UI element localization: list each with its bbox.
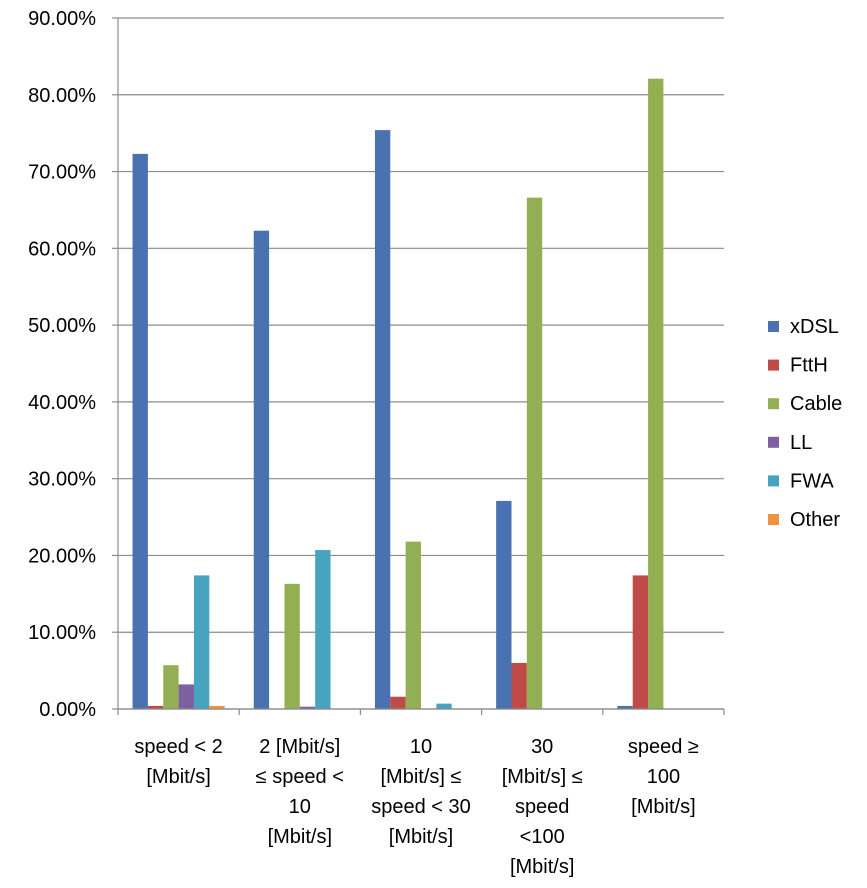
legend-label-cable: Cable [790, 393, 842, 415]
legend-swatch-ftth [768, 359, 779, 371]
x-category-label: <100 [520, 826, 565, 848]
x-category-label: [Mbit/s] ≤ [381, 766, 462, 788]
y-tick-label: 90.00% [28, 8, 96, 30]
y-tick-label: 30.00% [28, 469, 96, 491]
bar-ftth [511, 662, 527, 709]
x-category-label: speed < 2 [134, 736, 222, 758]
bar-xdsl [496, 500, 512, 709]
bar-cable [526, 197, 543, 709]
legend-swatch-fwa [768, 475, 779, 487]
bar-xdsl [374, 130, 391, 709]
bar-fwa [193, 575, 210, 709]
bar-ll [299, 706, 316, 709]
bar-xdsl [132, 153, 148, 709]
y-tick-label: 0.00% [39, 699, 96, 721]
legend-label-ll: LL [790, 432, 812, 454]
bar-fwa [315, 550, 331, 709]
x-category-label: 10 [410, 736, 432, 758]
bar-xdsl [253, 230, 270, 709]
x-category-label: speed < 30 [371, 796, 471, 818]
bar-other [209, 705, 225, 709]
x-category-label: [Mbit/s] [510, 856, 574, 878]
legend-label-other: Other [790, 509, 840, 531]
x-category-label: [Mbit/s] [631, 796, 695, 818]
x-category-label: ≤ speed < [256, 766, 344, 788]
y-tick-labels: 0.00% 10.00% 20.00% 30.00% 40.00% 50.00% 60.00… [28, 8, 96, 721]
x-category-label: 100 [647, 766, 680, 788]
legend-label-xdsl: xDSL [790, 316, 839, 338]
x-category-label: [Mbit/s] [268, 826, 332, 848]
legend-swatch-xdsl [768, 321, 779, 332]
bar-cable [163, 665, 179, 709]
legend-label-ftth: FttH [790, 355, 828, 377]
gridlines [118, 17, 724, 710]
y-tick-label: 60.00% [28, 238, 96, 260]
legend-swatch-other [768, 514, 779, 525]
bar-cable [405, 541, 421, 709]
y-tick-label: 70.00% [28, 162, 96, 184]
bar-xdsl [617, 705, 633, 709]
y-tick-label: 40.00% [28, 392, 96, 414]
y-tick-label: 80.00% [28, 85, 96, 107]
bar-cable [648, 78, 664, 710]
bar-ll [178, 684, 194, 709]
bars [132, 78, 664, 710]
legend-swatch-cable [768, 398, 779, 410]
legend-label-fwa: FWA [790, 470, 834, 492]
x-category-label: [Mbit/s] ≤ [502, 766, 583, 788]
x-category-label: speed [515, 796, 570, 818]
legend-swatch-ll [768, 436, 779, 448]
x-category-label: 2 [Mbit/s] [259, 736, 340, 758]
x-category-label: speed ≥ [628, 736, 699, 758]
x-category-label: [Mbit/s] [146, 766, 210, 788]
x-category-label: 30 [531, 736, 553, 758]
axes [112, 17, 725, 715]
bar-fwa [436, 703, 452, 709]
bar-ftth [147, 705, 164, 709]
y-tick-label: 20.00% [28, 545, 96, 567]
x-category-labels: speed < 2 [Mbit/s] 2 [Mbit/s] ≤ speed < 10 [M… [134, 736, 699, 878]
y-tick-label: 50.00% [28, 315, 96, 337]
y-tick-label: 10.00% [28, 622, 96, 644]
x-category-label: [Mbit/s] [389, 826, 453, 848]
bar-ftth [390, 696, 406, 709]
x-category-label: 10 [289, 796, 311, 818]
bar-cable [284, 583, 300, 709]
bar-ftth [632, 575, 649, 709]
legend: xDSL FttH Cable LL FWA Other [768, 316, 842, 531]
